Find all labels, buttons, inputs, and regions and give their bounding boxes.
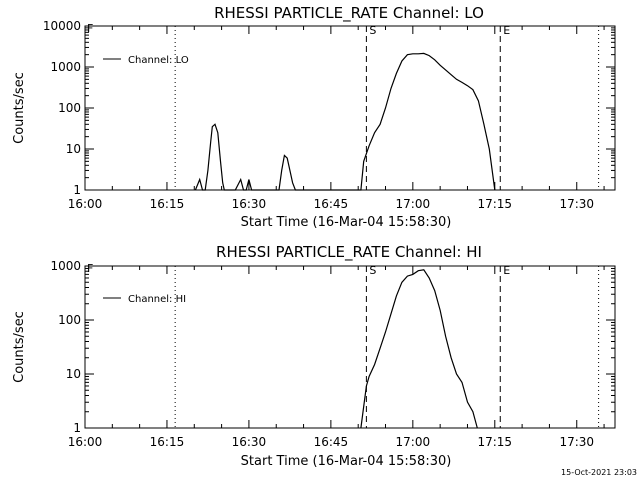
y-tick-label: 10 (66, 142, 81, 156)
x-tick-label: 17:30 (559, 435, 594, 449)
dashed-line-label: S (369, 24, 376, 37)
x-tick-label: 16:00 (68, 197, 103, 211)
y-tick-label: 1 (73, 183, 81, 197)
x-tick-label: 16:30 (232, 435, 267, 449)
y-tick-label: 1000 (50, 259, 81, 273)
y-tick-label: 100 (58, 313, 81, 327)
x-ticks: 16:00 16:15 16:30 16:45 17:00 17:15 17:30 (68, 266, 605, 449)
x-tick-label: 16:45 (314, 435, 349, 449)
dotted-line-label: F (87, 262, 93, 275)
y-tick-label: 1 (73, 421, 81, 435)
legend: Channel: LO (103, 55, 189, 66)
x-tick-label: 16:15 (150, 435, 185, 449)
x-ticks: 16:00 16:15 16:30 16:45 17:00 17:15 17:30 (68, 26, 605, 211)
plot-frame (84, 25, 616, 191)
legend-label: Channel: HI (128, 294, 186, 305)
x-axis-label: Start Time (16-Mar-04 15:58:30) (241, 215, 452, 230)
x-tick-label: 17:15 (477, 197, 512, 211)
legend-label: Channel: LO (128, 55, 189, 66)
y-tick-label: 10 (66, 367, 81, 381)
x-tick-label: 16:00 (68, 435, 103, 449)
series-line (360, 269, 478, 429)
y-axis-label: Counts/sec (12, 311, 27, 383)
dotted-line-label: F (87, 22, 93, 35)
series-group (360, 269, 478, 429)
y-tick-label: 1000 (50, 60, 81, 74)
y-tick-label: 10000 (43, 19, 81, 33)
y-tick-label: 100 (58, 101, 81, 115)
x-tick-label: 17:15 (477, 435, 512, 449)
x-axis-label: Start Time (16-Mar-04 15:58:30) (241, 454, 452, 469)
dashed-line-label: E (503, 264, 510, 277)
dashed-line-label: S (369, 264, 376, 277)
x-tick-label: 17:30 (559, 197, 594, 211)
chart-title: RHESSI PARTICLE_RATE Channel: LO (214, 4, 484, 23)
panel-lo: RHESSI PARTICLE_RATE Channel: LO Counts/… (12, 4, 616, 230)
y-ticks: 1 10 100 1000 (50, 259, 615, 435)
series-line (194, 52, 496, 191)
x-tick-label: 17:00 (396, 435, 431, 449)
series-group (194, 52, 496, 191)
y-ticks: 1 10 100 1000 10000 (43, 19, 615, 197)
timestamp-footer: 15-Oct-2021 23:03 (561, 468, 637, 477)
dashed-line-label: E (503, 24, 510, 37)
y-axis-label: Counts/sec (12, 72, 27, 144)
legend: Channel: HI (103, 294, 186, 305)
plot-frame (84, 265, 616, 429)
chart-title: RHESSI PARTICLE_RATE Channel: HI (216, 243, 482, 262)
x-tick-label: 17:00 (396, 197, 431, 211)
x-tick-label: 16:15 (150, 197, 185, 211)
panel-hi: RHESSI PARTICLE_RATE Channel: HI Counts/… (12, 243, 616, 469)
x-tick-label: 16:30 (232, 197, 267, 211)
x-tick-label: 16:45 (314, 197, 349, 211)
